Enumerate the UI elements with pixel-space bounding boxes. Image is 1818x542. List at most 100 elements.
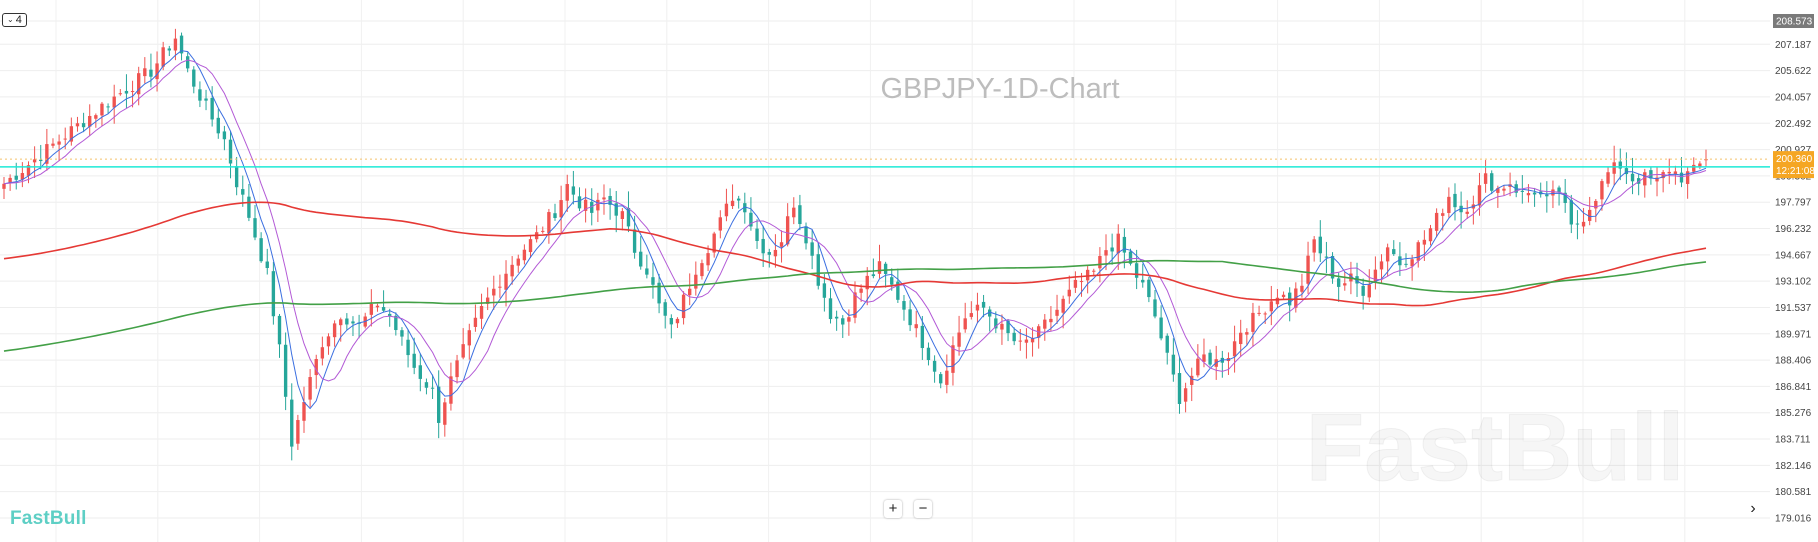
candle-body xyxy=(620,211,625,219)
candle-body xyxy=(118,93,123,95)
candle-body xyxy=(583,199,588,211)
candle-body xyxy=(1600,181,1604,200)
candle-body xyxy=(559,200,563,218)
candle-body xyxy=(137,73,141,95)
candle-body xyxy=(192,69,196,87)
interval-selector[interactable]: ⌄ 4 xyxy=(2,13,27,27)
candle-body xyxy=(1404,263,1408,265)
candle-body xyxy=(767,252,771,255)
candle-body xyxy=(816,254,820,286)
candle-body xyxy=(339,319,343,326)
scroll-right-button[interactable]: › xyxy=(1750,500,1756,517)
candle-body xyxy=(1159,317,1163,339)
candle-body xyxy=(547,212,551,234)
candle-body xyxy=(859,288,863,293)
candle-body xyxy=(963,318,967,330)
candle-body xyxy=(981,301,986,308)
candle-body xyxy=(590,201,594,213)
candle-body xyxy=(375,305,380,308)
candle-body xyxy=(1643,172,1647,186)
candle-body xyxy=(406,339,410,356)
candle-body xyxy=(1447,196,1451,213)
candle-body xyxy=(1318,236,1322,254)
candle-body xyxy=(743,203,747,213)
candle-body xyxy=(45,144,49,164)
candle-body xyxy=(1649,170,1653,179)
candle-body xyxy=(1116,233,1120,254)
candle-body xyxy=(712,233,716,253)
y-tick-label: 204.057 xyxy=(1775,92,1812,103)
candle-body xyxy=(381,307,386,311)
candle-body xyxy=(63,138,67,140)
candle-body xyxy=(1147,279,1151,298)
candle-body xyxy=(314,359,318,376)
candle-body xyxy=(388,313,392,317)
candle-body xyxy=(32,159,37,163)
y-tick-label: 188.406 xyxy=(1775,356,1812,367)
candle-body xyxy=(247,196,251,218)
candle-body xyxy=(896,281,900,300)
candle-body xyxy=(1490,173,1494,191)
candle-body xyxy=(1581,221,1586,227)
candle-body xyxy=(1336,278,1341,287)
y-tick-label: 194.667 xyxy=(1775,250,1812,261)
candle-body xyxy=(112,96,116,108)
candle-body xyxy=(1453,193,1457,208)
candle-body xyxy=(1330,255,1335,279)
candle-body xyxy=(1661,172,1665,179)
candle-body xyxy=(155,63,159,80)
candle-body xyxy=(1343,283,1347,286)
candle-body xyxy=(1416,242,1420,261)
candle-body xyxy=(939,374,943,384)
candle-body xyxy=(149,69,153,77)
y-tick-label: 182.146 xyxy=(1775,461,1812,472)
candle-body xyxy=(639,251,643,267)
candle-body xyxy=(1692,164,1696,172)
candle-body xyxy=(332,323,337,338)
candle-body xyxy=(8,177,12,184)
candle-body xyxy=(694,274,698,289)
candle-body xyxy=(167,48,171,51)
candle-body xyxy=(124,90,129,94)
candle-body xyxy=(1085,269,1090,281)
candle-body xyxy=(1698,163,1702,167)
candle-body xyxy=(871,274,876,277)
candle-body xyxy=(467,330,471,346)
candle-body xyxy=(1196,358,1200,376)
candle-body xyxy=(277,315,282,345)
candle-body xyxy=(773,249,778,257)
candle-body xyxy=(1000,323,1004,330)
candle-body xyxy=(528,239,533,253)
candle-body xyxy=(1153,299,1157,317)
y-tick-label: 197.797 xyxy=(1775,198,1812,209)
zoom-in-button[interactable]: + xyxy=(884,500,902,518)
candle-body xyxy=(669,318,674,325)
candle-body xyxy=(216,117,220,134)
price-axis[interactable]: 207.187205.622204.057202.492200.927199.3… xyxy=(1773,14,1815,525)
candle-body xyxy=(969,313,974,317)
candle-body xyxy=(265,261,269,269)
candle-body xyxy=(320,347,325,359)
candle-body xyxy=(792,207,796,218)
candle-body xyxy=(492,288,496,296)
candle-body xyxy=(1606,172,1610,184)
candle-body xyxy=(1134,263,1139,278)
candle-body xyxy=(204,98,208,101)
candle-body xyxy=(1104,250,1108,256)
zoom-out-button[interactable]: − xyxy=(914,500,932,518)
candle-body xyxy=(326,336,331,347)
candle-body xyxy=(173,38,178,51)
candle-body xyxy=(1251,312,1255,332)
candle-body xyxy=(926,347,931,361)
candle-body xyxy=(94,115,98,119)
candle-body xyxy=(1092,270,1096,272)
candle-body xyxy=(394,315,398,331)
candle-body xyxy=(553,213,557,219)
candle-body xyxy=(1300,285,1304,292)
y-tick-label: 193.102 xyxy=(1775,277,1812,288)
chevron-down-icon: ⌄ xyxy=(7,15,14,24)
candle-body xyxy=(39,159,43,162)
y-tick-label: 180.581 xyxy=(1775,487,1812,498)
candle-body xyxy=(1520,190,1525,192)
